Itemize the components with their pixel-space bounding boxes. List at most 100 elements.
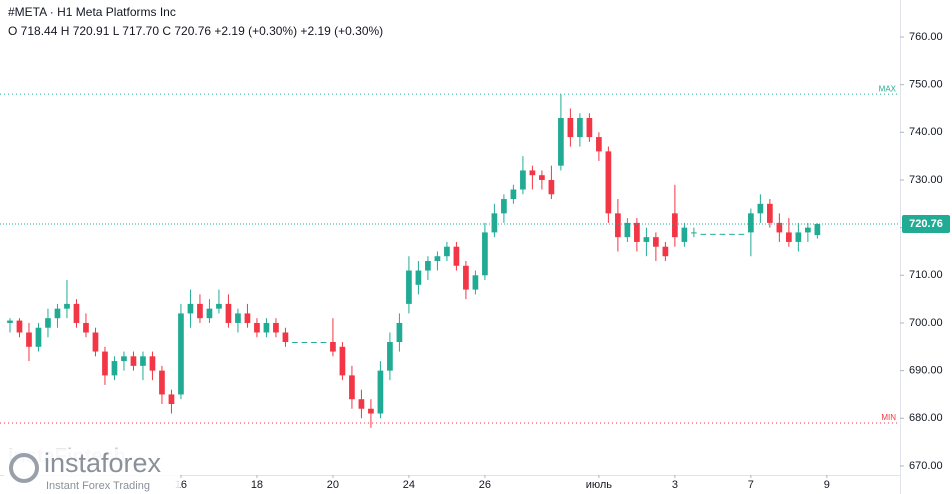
level-label: MAX	[879, 84, 897, 93]
candle-body	[149, 356, 156, 371]
candle-body	[472, 275, 479, 290]
candle-body	[396, 322, 403, 343]
candle-body	[748, 213, 754, 233]
candle-body	[425, 260, 431, 271]
candle-body	[805, 227, 811, 233]
candle-body	[795, 232, 802, 242]
candle-body	[681, 227, 688, 242]
level-label: MIN	[881, 413, 896, 422]
candle-body	[501, 199, 507, 214]
candle-body	[387, 342, 393, 371]
candle-body	[444, 246, 450, 257]
candle-body	[349, 375, 355, 400]
candle-body	[311, 342, 317, 344]
candle-body	[197, 303, 203, 319]
candle-body	[719, 233, 726, 235]
candle-body	[463, 265, 469, 290]
candle-body	[35, 327, 42, 347]
candle-body	[216, 303, 222, 309]
y-tick-label: 690.00	[909, 365, 943, 377]
y-tick-label: 750.00	[909, 79, 943, 91]
candle-body	[26, 332, 32, 347]
candle-body	[16, 320, 23, 333]
candle-body	[672, 213, 678, 238]
watermark-tagline: Instant Forex Trading	[46, 480, 150, 492]
candle-body	[168, 394, 175, 404]
x-tick-label: 26	[479, 479, 491, 491]
candle-body	[653, 237, 659, 247]
x-tick-label: 18	[251, 479, 263, 491]
candle-body	[83, 322, 89, 333]
candle-body	[539, 175, 545, 180]
candle-body	[757, 203, 764, 214]
candle-body	[358, 399, 365, 409]
candle-body	[548, 179, 555, 195]
ohlc-line: O 718.44 H 720.91 L 717.70 C 720.76 +2.1…	[8, 24, 383, 38]
candle-body	[624, 222, 631, 238]
candle-body	[111, 361, 118, 376]
candle-body	[235, 313, 241, 323]
candle-body	[121, 356, 127, 362]
candle-body	[586, 118, 593, 138]
candle-body	[339, 346, 346, 376]
candle-body	[301, 342, 308, 344]
candle-body	[7, 320, 13, 323]
candle-body	[434, 256, 441, 261]
y-tick-label: 740.00	[909, 126, 943, 138]
candle-body	[700, 233, 707, 235]
candle-body	[643, 237, 650, 242]
candle-body	[634, 222, 640, 242]
candle-body	[415, 270, 422, 285]
y-tick-label: 680.00	[909, 412, 943, 424]
y-tick-label: 700.00	[909, 317, 943, 329]
watermark: InstaFintech instaforex Instant Forex Tr…	[4, 445, 180, 493]
candle-body	[814, 224, 821, 236]
candle-body	[558, 118, 564, 166]
candle-body	[330, 342, 336, 352]
candle-body	[453, 246, 460, 266]
last-price-box	[902, 215, 950, 234]
candle-body	[691, 232, 697, 234]
x-tick-label: 9	[824, 479, 830, 491]
candle-body	[54, 308, 61, 319]
candle-body	[187, 303, 194, 314]
candle-body	[73, 303, 80, 323]
candle-body	[368, 408, 374, 414]
candle-body	[729, 233, 735, 235]
candle-body	[273, 322, 279, 333]
candle-body	[292, 342, 298, 344]
candle-body	[92, 332, 99, 352]
x-tick-label: 7	[748, 479, 754, 491]
candle-body	[529, 170, 536, 176]
candle-body	[567, 118, 574, 138]
candle-body	[178, 313, 184, 395]
y-tick-label: 730.00	[909, 174, 943, 186]
candle-body	[738, 233, 745, 235]
candle-body	[710, 233, 716, 235]
candle-body	[45, 318, 51, 328]
candle-body	[244, 313, 251, 323]
candle-body	[605, 151, 612, 214]
chart-title: #META · H1 Meta Platforms Inc	[8, 5, 176, 19]
x-tick-label: 3	[672, 479, 678, 491]
y-tick-label: 760.00	[909, 31, 943, 43]
candle-body	[406, 270, 412, 304]
candle-body	[377, 370, 384, 414]
candle-body	[491, 213, 498, 233]
watermark-brand: instaforex	[44, 448, 162, 478]
candle-body	[64, 303, 70, 309]
candle-body	[225, 303, 232, 323]
candle-body	[140, 356, 146, 366]
x-tick-label: 20	[327, 479, 339, 491]
candle-body	[776, 222, 783, 233]
candle-body	[510, 189, 517, 200]
y-tick-label: 710.00	[909, 269, 943, 281]
candle-body	[482, 232, 488, 276]
candle-body	[786, 232, 792, 242]
logo-icon	[9, 453, 39, 483]
candle-body	[102, 351, 108, 376]
candle-body	[263, 322, 270, 333]
candle-body	[130, 356, 137, 366]
